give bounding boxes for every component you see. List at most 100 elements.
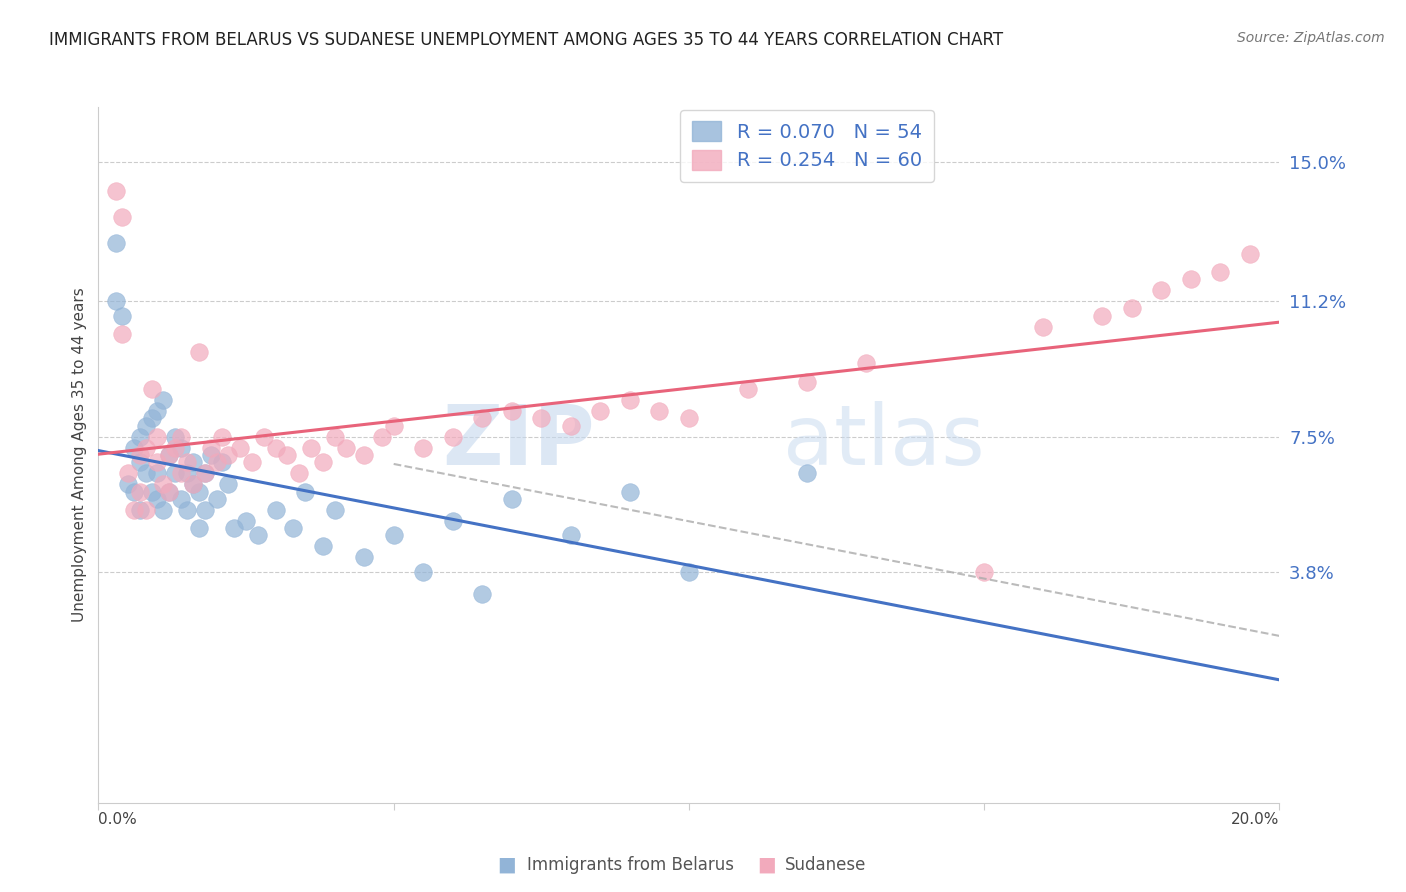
Point: [157, 448, 180, 462]
Point: [165, 441, 187, 455]
Point: [146, 491, 169, 506]
Point: [229, 441, 252, 455]
Point: [678, 565, 700, 579]
Point: [796, 375, 818, 389]
Point: [194, 467, 217, 481]
Text: ZIP: ZIP: [441, 401, 595, 482]
Point: [353, 550, 375, 565]
Point: [283, 521, 305, 535]
Text: ▪: ▪: [496, 851, 516, 880]
Point: [264, 441, 287, 455]
Point: [441, 514, 464, 528]
Text: 20.0%: 20.0%: [1232, 812, 1279, 827]
Point: [619, 484, 641, 499]
Point: [1121, 301, 1143, 316]
Point: [412, 565, 434, 579]
Point: [217, 448, 239, 462]
Point: [560, 418, 582, 433]
Point: [117, 467, 139, 481]
Point: [111, 327, 134, 342]
Point: [117, 477, 139, 491]
Point: [128, 455, 150, 469]
Point: [141, 411, 163, 425]
Point: [135, 467, 157, 481]
Point: [157, 484, 180, 499]
Point: [589, 404, 612, 418]
Point: [181, 477, 204, 491]
Text: IMMIGRANTS FROM BELARUS VS SUDANESE UNEMPLOYMENT AMONG AGES 35 TO 44 YEARS CORRE: IMMIGRANTS FROM BELARUS VS SUDANESE UNEM…: [49, 31, 1004, 49]
Point: [176, 455, 198, 469]
Point: [1091, 309, 1114, 323]
Point: [146, 404, 169, 418]
Text: Source: ZipAtlas.com: Source: ZipAtlas.com: [1237, 31, 1385, 45]
Point: [560, 528, 582, 542]
Point: [246, 528, 269, 542]
Point: [973, 565, 995, 579]
Point: [211, 429, 233, 443]
Text: ▪: ▪: [756, 851, 776, 880]
Point: [122, 441, 145, 455]
Point: [135, 418, 157, 433]
Text: atlas: atlas: [783, 401, 986, 482]
Point: [111, 309, 134, 323]
Point: [200, 448, 222, 462]
Point: [176, 467, 198, 481]
Point: [122, 503, 145, 517]
Legend: R = 0.070   N = 54, R = 0.254   N = 60: R = 0.070 N = 54, R = 0.254 N = 60: [681, 110, 934, 182]
Point: [187, 345, 209, 359]
Point: [353, 448, 375, 462]
Point: [619, 392, 641, 407]
Point: [152, 477, 174, 491]
Point: [146, 455, 169, 469]
Point: [194, 503, 217, 517]
Point: [412, 441, 434, 455]
Point: [170, 441, 193, 455]
Point: [371, 429, 394, 443]
Point: [187, 521, 209, 535]
Point: [382, 528, 405, 542]
Point: [181, 455, 204, 469]
Point: [170, 491, 193, 506]
Point: [105, 294, 128, 309]
Point: [471, 587, 494, 601]
Point: [312, 455, 335, 469]
Point: [105, 235, 128, 250]
Point: [111, 210, 134, 224]
Point: [141, 484, 163, 499]
Point: [105, 184, 128, 198]
Point: [211, 455, 233, 469]
Point: [312, 540, 335, 554]
Point: [146, 467, 169, 481]
Point: [170, 429, 193, 443]
Point: [205, 491, 228, 506]
Point: [157, 448, 180, 462]
Point: [288, 467, 311, 481]
Point: [235, 514, 257, 528]
Point: [217, 477, 239, 491]
Point: [152, 392, 174, 407]
Point: [323, 429, 346, 443]
Point: [648, 404, 671, 418]
Point: [128, 448, 150, 462]
Point: [181, 477, 204, 491]
Point: [128, 503, 150, 517]
Point: [1209, 265, 1232, 279]
Point: [1032, 319, 1054, 334]
Point: [135, 503, 157, 517]
Point: [122, 484, 145, 499]
Y-axis label: Unemployment Among Ages 35 to 44 years: Unemployment Among Ages 35 to 44 years: [72, 287, 87, 623]
Point: [441, 429, 464, 443]
Point: [501, 491, 523, 506]
Point: [194, 467, 217, 481]
Point: [205, 455, 228, 469]
Point: [323, 503, 346, 517]
Point: [501, 404, 523, 418]
Point: [471, 411, 494, 425]
Point: [135, 441, 157, 455]
Point: [276, 448, 298, 462]
Point: [224, 521, 246, 535]
Point: [1239, 246, 1261, 260]
Point: [170, 467, 193, 481]
Point: [165, 429, 187, 443]
Point: [157, 484, 180, 499]
